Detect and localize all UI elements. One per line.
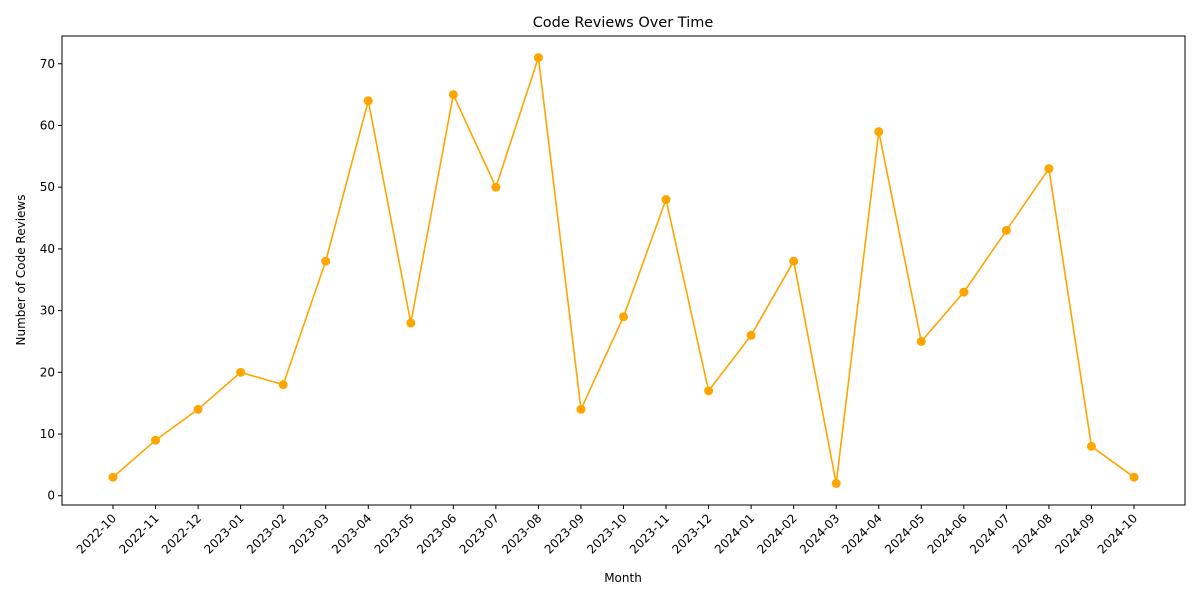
data-point (491, 182, 501, 192)
x-tick-label: 2024-04 (840, 511, 885, 556)
y-tick-label: 10 (40, 427, 55, 441)
chart-title: Code Reviews Over Time (533, 15, 714, 31)
data-point (151, 435, 161, 445)
x-tick-label: 2023-09 (542, 511, 587, 556)
data-point (278, 380, 288, 390)
x-tick-label: 2023-01 (201, 511, 246, 556)
x-tick-label: 2024-08 (1010, 511, 1055, 556)
data-point (193, 404, 203, 414)
data-point (1129, 472, 1139, 482)
y-tick-label: 20 (40, 365, 55, 379)
data-point (789, 256, 799, 266)
data-point (916, 336, 926, 346)
y-tick-label: 50 (40, 180, 55, 194)
y-tick-label: 0 (47, 489, 55, 503)
data-point (746, 330, 756, 340)
x-tick-label: 2024-05 (882, 511, 927, 556)
data-point (533, 53, 543, 63)
x-tick-label: 2024-03 (797, 511, 842, 556)
data-point (831, 478, 841, 488)
data-point (576, 404, 586, 414)
data-point (704, 386, 714, 396)
data-point (1001, 225, 1011, 235)
x-tick-label: 2022-10 (74, 511, 119, 556)
y-tick-label: 60 (40, 118, 55, 132)
y-tick-label: 70 (40, 57, 55, 71)
data-point (406, 318, 416, 328)
series-line (112, 57, 1135, 484)
y-tick-label: 40 (40, 242, 55, 256)
x-tick-label: 2023-12 (669, 511, 714, 556)
x-tick-label: 2023-11 (627, 511, 672, 556)
x-tick-label: 2023-10 (584, 511, 629, 556)
x-tick-label: 2023-06 (414, 511, 459, 556)
data-point (363, 96, 373, 106)
data-point (1086, 441, 1096, 451)
data-point (321, 256, 331, 266)
data-point (661, 195, 671, 205)
x-tick-label: 2024-02 (754, 511, 799, 556)
x-tick-label: 2024-01 (712, 511, 757, 556)
data-point (448, 90, 458, 100)
x-tick-label: 2022-12 (159, 511, 204, 556)
data-point (1044, 164, 1054, 174)
x-tick-label: 2024-10 (1095, 511, 1140, 556)
y-tick-label: 30 (40, 304, 55, 318)
plot-frame (61, 35, 1186, 506)
x-tick-label: 2023-04 (329, 511, 374, 556)
x-tick-label: 2024-06 (925, 511, 970, 556)
data-point (236, 367, 246, 377)
data-point (874, 127, 884, 137)
data-point (108, 472, 118, 482)
x-tick-label: 2023-02 (244, 511, 289, 556)
plot-area: 0102030405060702022-102022-112022-122023… (40, 35, 1186, 557)
x-tick-label: 2022-11 (116, 511, 161, 556)
data-point (619, 312, 628, 322)
x-axis-label: Month (604, 571, 642, 585)
x-tick-label: 2023-03 (286, 511, 331, 556)
x-tick-label: 2023-05 (372, 511, 417, 556)
x-tick-label: 2023-07 (457, 511, 502, 556)
x-tick-label: 2024-07 (967, 511, 1012, 556)
x-tick-label: 2023-08 (499, 511, 544, 556)
x-tick-label: 2024-09 (1052, 511, 1097, 556)
data-point (959, 287, 969, 297)
y-axis-label: Number of Code Reviews (14, 194, 28, 345)
